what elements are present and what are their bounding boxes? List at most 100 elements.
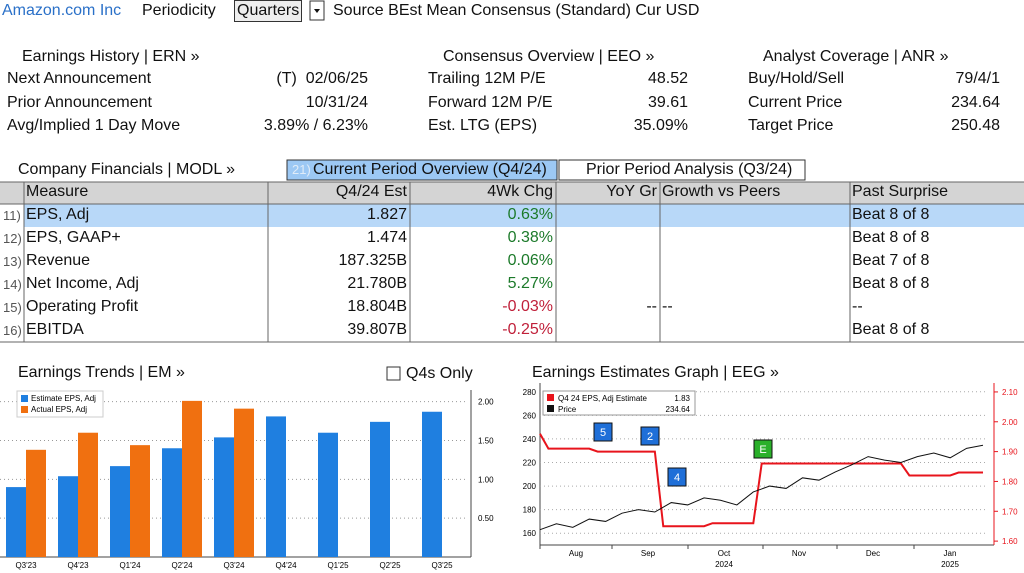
y2-tick-label: 1.90 bbox=[1002, 448, 1018, 457]
cell-est: 1.827 bbox=[366, 206, 407, 223]
legend bbox=[542, 390, 696, 416]
column-header: Q4/24 Est bbox=[335, 183, 407, 200]
cell-measure[interactable]: EPS, Adj bbox=[26, 206, 90, 223]
chart-title[interactable]: Earnings Trends | EM » bbox=[18, 364, 185, 381]
legend-swatch bbox=[547, 394, 554, 401]
field-value: 250.48 bbox=[951, 117, 1000, 134]
event-marker bbox=[753, 439, 773, 459]
x-tick-label: Q3'25 bbox=[431, 561, 453, 570]
bar bbox=[422, 411, 442, 557]
line-series bbox=[539, 433, 983, 528]
cell-est: 18.804B bbox=[347, 298, 407, 315]
bar bbox=[370, 421, 390, 557]
legend-swatch bbox=[21, 406, 28, 413]
y-tick-label: 2.00 bbox=[478, 398, 494, 407]
dropdown-arrow bbox=[314, 9, 320, 13]
tabs-label[interactable]: Company Financials | MODL » bbox=[18, 161, 235, 178]
bar bbox=[162, 448, 182, 557]
x-tick-label: Q3'23 bbox=[15, 561, 37, 570]
y-tick-label: 180 bbox=[523, 506, 537, 515]
legend-value: 1.83 bbox=[674, 394, 690, 403]
x-tick-label: Nov bbox=[792, 549, 806, 558]
tab-text[interactable]: Prior Period Analysis (Q3/24) bbox=[586, 161, 793, 178]
legend-label: Price bbox=[558, 405, 577, 414]
checkbox bbox=[386, 366, 401, 381]
field-label: Next Announcement bbox=[7, 70, 152, 87]
y2-tick-label: 1.60 bbox=[1002, 537, 1018, 546]
field-label: Est. LTG (EPS) bbox=[428, 117, 538, 134]
cell-surprise: Beat 8 of 8 bbox=[852, 321, 930, 338]
bar bbox=[318, 432, 338, 557]
x-year-label: 2025 bbox=[941, 560, 959, 569]
x-tick-label: Sep bbox=[641, 549, 656, 558]
cell-measure[interactable]: Revenue bbox=[26, 252, 91, 269]
chart-title[interactable]: Earnings Estimates Graph | EEG » bbox=[532, 364, 779, 381]
cell-chg: 0.06% bbox=[507, 252, 553, 269]
cell-est: 39.807B bbox=[347, 321, 407, 338]
column-header: Past Surprise bbox=[852, 183, 949, 200]
row-number: 13) bbox=[3, 254, 22, 269]
field-label: Current Price bbox=[748, 93, 843, 111]
column-header: Measure bbox=[26, 183, 89, 200]
y2-tick-label: 2.00 bbox=[1002, 418, 1018, 427]
legend-value: 234.64 bbox=[666, 405, 691, 414]
x-tick-label: Q1'25 bbox=[327, 561, 349, 570]
tab-active-text[interactable]: Current Period Overview (Q4/24) bbox=[313, 161, 547, 178]
row-number: 15) bbox=[3, 300, 22, 315]
bar bbox=[182, 400, 202, 557]
cell-chg: 0.63% bbox=[507, 206, 553, 223]
field-label: Forward 12M P/E bbox=[428, 93, 553, 111]
x-year-label: 2024 bbox=[715, 560, 733, 569]
column-header: 4Wk Chg bbox=[487, 183, 553, 200]
x-tick-label: Q2'24 bbox=[171, 561, 193, 570]
field-value: (T) 02/06/25 bbox=[276, 70, 368, 87]
bar bbox=[26, 449, 46, 557]
cell-measure[interactable]: EPS, GAAP+ bbox=[26, 229, 121, 246]
bar bbox=[266, 416, 286, 557]
section-title[interactable]: Consensus Overview | EEO » bbox=[443, 48, 655, 65]
y-tick-label: 220 bbox=[523, 459, 537, 468]
cell-measure[interactable]: EBITDA bbox=[26, 321, 84, 338]
cell-surprise: Beat 8 of 8 bbox=[852, 275, 930, 292]
periodicity-label: Periodicity bbox=[142, 2, 216, 19]
tab-num: 21) bbox=[292, 162, 311, 177]
legend bbox=[16, 390, 104, 418]
periodicity-select[interactable]: Quarters bbox=[234, 0, 303, 22]
table-header-bg bbox=[0, 182, 1024, 204]
checkbox-label[interactable]: Q4s Only bbox=[406, 365, 473, 382]
cell-est: 187.325B bbox=[338, 252, 407, 269]
field-value: 3.89% / 6.23% bbox=[263, 117, 368, 134]
y2-tick-label: 1.70 bbox=[1002, 507, 1018, 516]
x-tick-label: Q3'24 bbox=[223, 561, 245, 570]
tab-active bbox=[286, 159, 558, 181]
field-value: 39.61 bbox=[647, 93, 688, 111]
event-label: E bbox=[759, 444, 766, 456]
event-marker bbox=[593, 422, 613, 442]
cell-measure[interactable]: Net Income, Adj bbox=[26, 275, 139, 292]
y-tick-label: 0.50 bbox=[478, 514, 494, 523]
y-tick-label: 1.00 bbox=[478, 475, 494, 484]
x-tick-label: Jan bbox=[944, 549, 957, 558]
column-header: Growth vs Peers bbox=[662, 183, 781, 200]
field-label: Prior Announcement bbox=[7, 93, 152, 111]
field-value: 35.09% bbox=[633, 117, 688, 134]
field-value: 79/4/1 bbox=[955, 70, 1000, 87]
row-number: 12) bbox=[3, 231, 22, 246]
x-tick-label: Q4'23 bbox=[67, 561, 89, 570]
cell-est: 1.474 bbox=[366, 229, 407, 246]
cell-measure[interactable]: Operating Profit bbox=[26, 298, 139, 315]
legend-label: Actual EPS, Adj bbox=[31, 405, 87, 414]
y2-tick-label: 1.80 bbox=[1002, 477, 1018, 486]
cell-chg: 0.38% bbox=[507, 229, 553, 246]
x-tick-label: Q4'24 bbox=[275, 561, 297, 570]
row-highlight bbox=[24, 204, 1024, 227]
section-title[interactable]: Analyst Coverage | ANR » bbox=[763, 48, 949, 65]
section-title[interactable]: Earnings History | ERN » bbox=[22, 48, 200, 65]
y-tick-label: 280 bbox=[523, 388, 537, 397]
y-tick-label: 160 bbox=[523, 529, 537, 538]
event-label: 4 bbox=[674, 472, 680, 484]
legend-label: Estimate EPS, Adj bbox=[31, 394, 96, 403]
event-marker bbox=[667, 467, 687, 487]
event-label: 5 bbox=[600, 427, 606, 439]
legend-swatch bbox=[21, 395, 28, 402]
